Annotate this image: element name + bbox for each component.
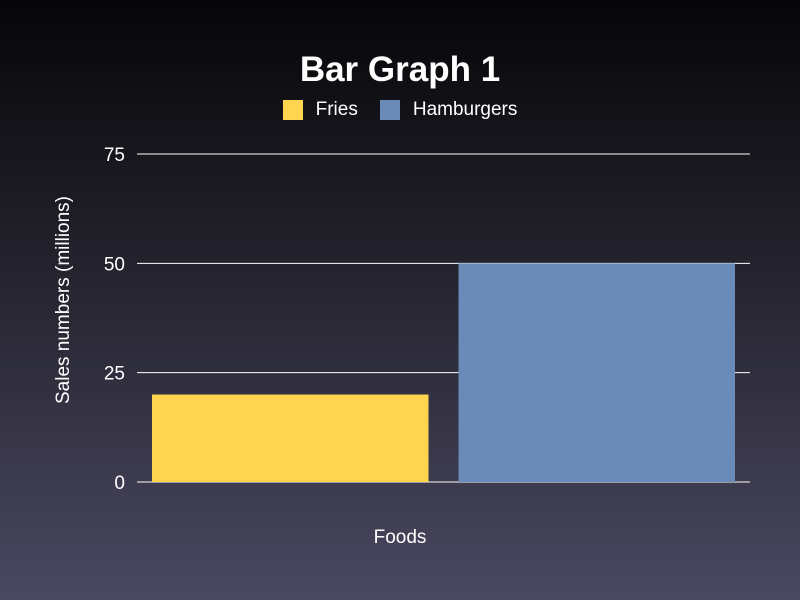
x-axis-label: Foods [373,527,427,548]
legend: Fries Hamburgers [0,99,800,121]
chart-title: Bar Graph 1 [299,50,501,89]
y-tick-label-25: 25 [104,364,125,385]
legend-item-fries: Fries [282,99,358,121]
legend-swatch-hamburgers [379,100,400,120]
bar-fries [152,394,429,482]
y-tick-label-50: 50 [104,254,125,275]
legend-label-fries: Fries [315,99,358,120]
legend-swatch-fries [282,100,303,120]
y-tick-label-75: 75 [104,145,125,166]
bar-hamburgers [458,263,735,482]
y-tick-label-0: 0 [114,473,125,494]
legend-item-hamburgers: Hamburgers [379,99,518,121]
legend-label-hamburgers: Hamburgers [412,99,518,120]
